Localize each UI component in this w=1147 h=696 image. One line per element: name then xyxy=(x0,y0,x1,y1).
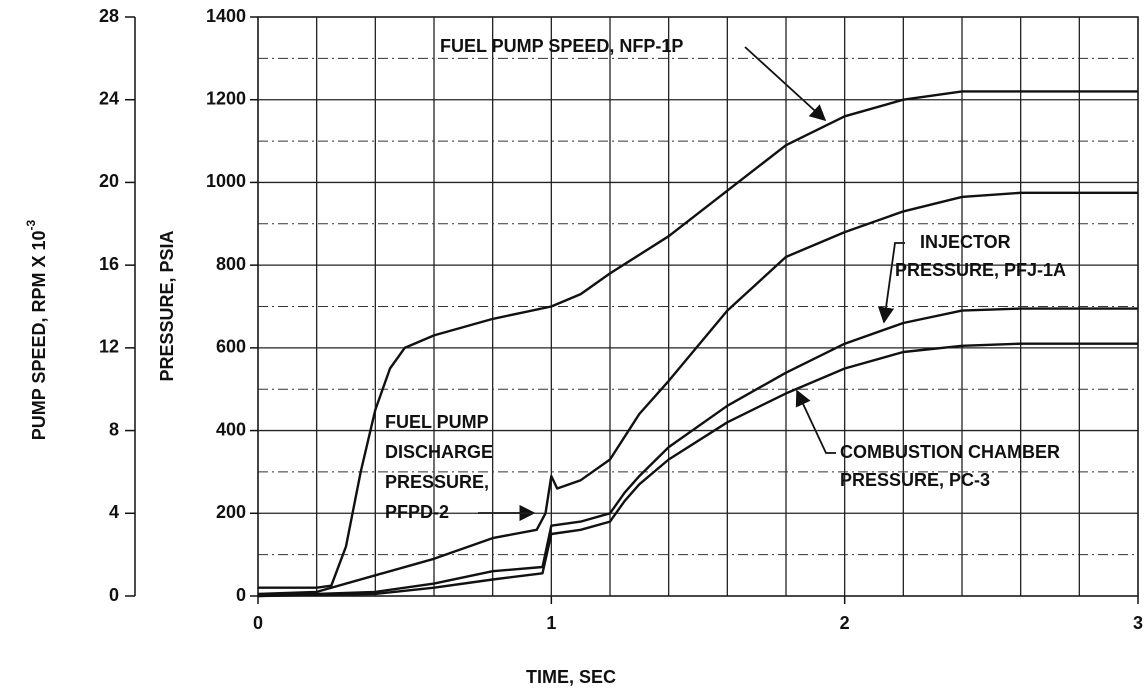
series-annotation: PRESSURE, PC-3 xyxy=(840,470,990,490)
y-tick-label: 600 xyxy=(216,337,246,357)
x-tick-label: 1 xyxy=(546,613,556,633)
arrow xyxy=(795,389,836,454)
series-line xyxy=(257,307,1138,598)
y-axis-label: PRESSURE, PSIA xyxy=(157,230,177,381)
x-tick-label: 2 xyxy=(840,613,850,633)
y2-axis-label: PUMP SPEED, RPM X 10-3 xyxy=(24,219,49,440)
series-line xyxy=(257,342,1138,598)
y2-tick-label: 20 xyxy=(99,171,119,191)
y2-tick-label: 24 xyxy=(99,88,119,108)
y2-axis-label-exponent: -3 xyxy=(24,219,38,230)
series-annotation: COMBUSTION CHAMBER xyxy=(840,442,1060,462)
y2-tick-label: 28 xyxy=(99,6,119,26)
y-tick-label: 800 xyxy=(216,254,246,274)
arrow xyxy=(877,242,905,324)
series-annotation: PRESSURE, xyxy=(385,472,489,492)
series-annotation: PRESSURE, PFJ-1A xyxy=(895,260,1066,280)
y2-tick-label: 4 xyxy=(109,502,119,522)
series-annotation: FUEL PUMP SPEED, NFP-1P xyxy=(440,36,683,56)
y-tick-label: 400 xyxy=(216,419,246,439)
y2-tick-label: 8 xyxy=(109,419,119,439)
y-tick-label: 1400 xyxy=(206,6,246,26)
series-annotation: PFPD-2 xyxy=(385,502,449,522)
series-annotation: DISCHARGE xyxy=(385,442,493,462)
x-tick-label: 0 xyxy=(253,613,263,633)
y-tick-label: 200 xyxy=(216,502,246,522)
series-line xyxy=(258,90,1138,589)
y-tick-label: 1000 xyxy=(206,171,246,191)
series-line xyxy=(257,191,1138,596)
x-axis-label: TIME, SEC xyxy=(526,667,616,687)
series-annotation: INJECTOR xyxy=(920,232,1011,252)
arrow xyxy=(744,46,827,122)
y2-tick-label: 12 xyxy=(99,337,119,357)
x-tick-label: 3 xyxy=(1133,613,1143,633)
y2-tick-label: 0 xyxy=(109,585,119,605)
y-tick-label: 0 xyxy=(236,585,246,605)
series-annotation: FUEL PUMP xyxy=(385,412,489,432)
y2-tick-label: 16 xyxy=(99,254,119,274)
y-tick-label: 1200 xyxy=(206,88,246,108)
y2-axis-label-text: PUMP SPEED, RPM X 10 xyxy=(29,230,49,440)
